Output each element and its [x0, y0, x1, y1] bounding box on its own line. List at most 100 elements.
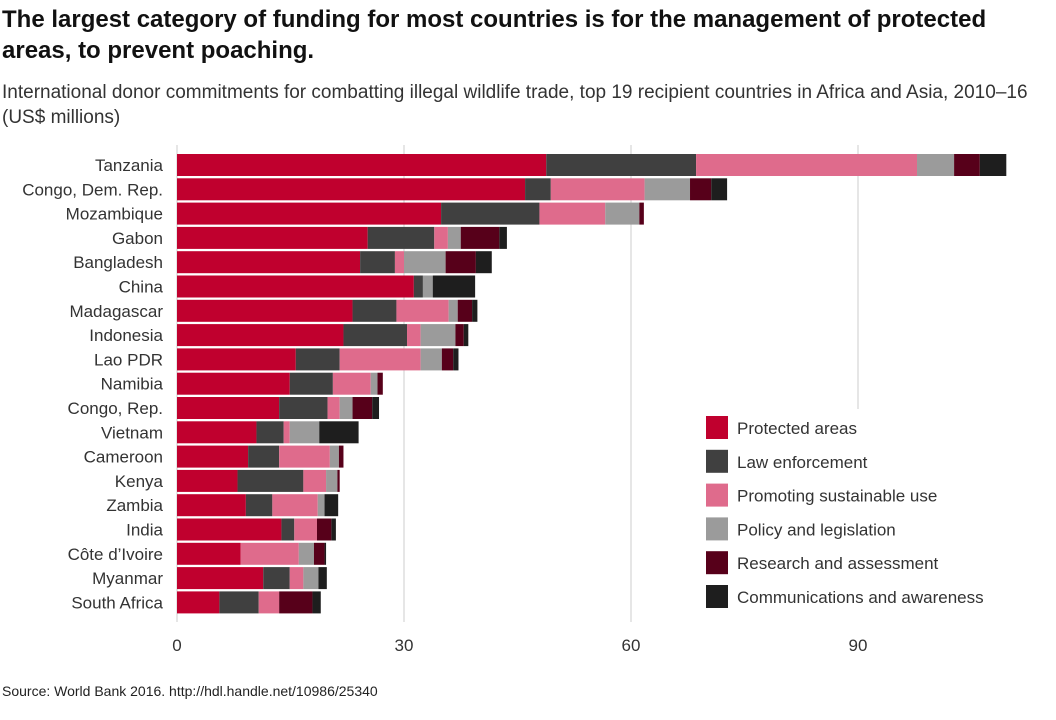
- bar-segment: [177, 178, 526, 201]
- bar-segment: [289, 567, 304, 590]
- bar-segment: [343, 324, 408, 347]
- bar-segment: [422, 275, 433, 298]
- bar-segment: [272, 494, 318, 517]
- bar-segment: [339, 397, 353, 419]
- bar-segment: [352, 299, 397, 322]
- bar-segment: [245, 494, 273, 517]
- category-label: Congo, Rep.: [68, 399, 163, 418]
- bar-segment: [219, 591, 259, 614]
- bar-segment: [279, 591, 313, 614]
- bar-segment: [248, 445, 280, 468]
- bar-segment: [329, 445, 339, 468]
- category-label: India: [126, 521, 163, 540]
- bar-segment: [550, 178, 645, 201]
- bar-segment: [283, 421, 290, 444]
- legend-label: Law enforcement: [737, 453, 868, 472]
- legend-background: [695, 409, 1040, 623]
- legend-swatch: [706, 551, 728, 575]
- legend-label: Research and assessment: [737, 554, 939, 573]
- category-label: Lao PDR: [94, 350, 163, 369]
- category-label: Cameroon: [84, 448, 163, 467]
- bar-segment: [499, 226, 507, 249]
- category-label: Kenya: [115, 472, 164, 491]
- bar-segment: [258, 591, 280, 614]
- bar-segment: [295, 348, 340, 371]
- bar-segment: [420, 348, 442, 371]
- bar-segment: [463, 324, 469, 347]
- legend-swatch: [706, 416, 728, 439]
- bar-segment: [316, 518, 332, 541]
- bar-segment: [404, 251, 446, 274]
- legend-swatch: [706, 585, 728, 608]
- bar-segment: [326, 469, 338, 492]
- bar-segment: [447, 226, 461, 249]
- bar-segment: [696, 154, 918, 176]
- category-label: China: [119, 278, 164, 297]
- bar-segment: [434, 226, 448, 249]
- bar-segment: [337, 469, 340, 492]
- bar-segment: [281, 518, 295, 541]
- x-tick-label: 90: [849, 636, 868, 655]
- bar-segment: [318, 567, 327, 590]
- bar-segment: [372, 397, 380, 419]
- bar-segment: [396, 299, 449, 322]
- bar-segment: [360, 251, 395, 274]
- category-label: Madagascar: [69, 302, 163, 321]
- bar-segment: [177, 469, 238, 492]
- bar-segment: [177, 299, 353, 322]
- bar-segment: [711, 178, 728, 201]
- bar-segment: [445, 251, 476, 274]
- bar-segment: [177, 154, 547, 176]
- category-label: Mozambique: [66, 205, 163, 224]
- category-label: Myanmar: [92, 569, 163, 588]
- bar-segment: [263, 567, 290, 590]
- bar-segment: [177, 518, 282, 541]
- source-note: Source: World Bank 2016. http://hdl.hand…: [2, 683, 378, 699]
- bar-segment: [317, 494, 325, 517]
- bar-segment: [639, 202, 644, 225]
- bar-segment: [420, 324, 456, 347]
- category-label: Vietnam: [101, 423, 163, 442]
- bar-segment: [457, 299, 473, 322]
- category-label: Tanzania: [95, 156, 164, 175]
- bar-segment: [448, 299, 458, 322]
- bar-segment: [177, 397, 280, 419]
- bar-segment: [370, 372, 378, 395]
- legend-label: Policy and legislation: [737, 520, 896, 539]
- bar-segment: [177, 275, 414, 298]
- bar-segment: [177, 348, 296, 371]
- bar-segment: [605, 202, 640, 225]
- legend-label: Protected areas: [737, 419, 857, 438]
- bar-segment: [367, 226, 435, 249]
- bar-segment: [303, 567, 319, 590]
- legend-label: Promoting sustainable use: [737, 487, 937, 506]
- bar-segment: [460, 226, 500, 249]
- bar-segment: [279, 445, 330, 468]
- bar-segment: [289, 372, 333, 395]
- bar-segment: [177, 494, 246, 517]
- bar-segment: [339, 348, 421, 371]
- bar-segment: [690, 178, 712, 201]
- legend-label: Communications and awareness: [737, 588, 984, 607]
- bar-segment: [455, 324, 464, 347]
- bar-segment: [917, 154, 955, 176]
- bar-segment: [546, 154, 697, 176]
- chart-subtitle: International donor commitments for comb…: [2, 82, 1028, 128]
- bar-segment: [177, 591, 220, 614]
- bar-segment: [352, 397, 373, 419]
- bar-segment: [313, 542, 325, 565]
- bar-segment: [177, 542, 241, 565]
- bar-segment: [177, 324, 344, 347]
- bar-segment: [294, 518, 317, 541]
- bar-segment: [298, 542, 314, 565]
- bar-segment: [237, 469, 304, 492]
- category-label: Indonesia: [89, 326, 163, 345]
- category-label: South Africa: [71, 593, 163, 612]
- bar-segment: [177, 226, 368, 249]
- bar-segment: [177, 567, 264, 590]
- bar-segment: [441, 348, 454, 371]
- bar-segment: [177, 251, 361, 274]
- bar-segment: [338, 445, 344, 468]
- bar-segment: [472, 299, 478, 322]
